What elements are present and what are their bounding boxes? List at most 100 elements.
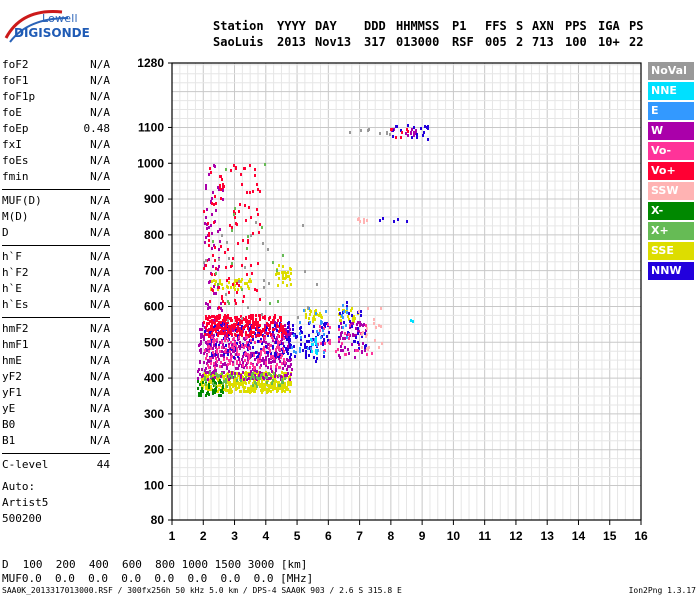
data-point-vo- — [243, 295, 245, 298]
y-tick-label: 1000 — [137, 156, 164, 170]
data-point-vo- — [225, 266, 227, 269]
data-point-ssw — [374, 339, 376, 342]
data-point-w — [245, 364, 247, 367]
data-point-x- — [215, 372, 217, 375]
data-point-sse — [261, 381, 263, 384]
data-point-x- — [225, 381, 227, 384]
data-point-vo- — [252, 335, 254, 338]
data-point-vo- — [213, 221, 215, 224]
data-point-x- — [209, 371, 211, 374]
data-point-vo- — [269, 324, 271, 327]
data-point-w — [204, 369, 206, 372]
data-point-e — [295, 351, 297, 354]
data-point-w — [265, 356, 267, 359]
data-point-nnw — [233, 356, 235, 359]
data-point-e — [300, 336, 302, 339]
data-point-x- — [205, 394, 207, 397]
y-tick-label: 700 — [144, 264, 164, 278]
param-label: hmF1 — [2, 338, 29, 351]
data-point-noval — [205, 259, 207, 262]
distance-row: D 100 200 400 600 800 1000 1500 3000 [km] — [2, 558, 313, 572]
data-point-w — [254, 369, 256, 372]
data-point-w — [219, 228, 221, 231]
data-point-nne — [315, 351, 317, 354]
data-point-w — [287, 365, 289, 368]
data-point-x- — [197, 387, 199, 390]
data-point-nnw — [211, 354, 213, 357]
data-point-w — [341, 331, 343, 334]
data-point-nnw — [274, 355, 276, 358]
data-point-nnw — [267, 334, 269, 337]
data-point-sse — [276, 387, 278, 390]
data-point-vo- — [280, 327, 282, 330]
data-point-vo- — [205, 357, 207, 360]
param-row: foEs N/A — [2, 154, 110, 170]
data-point-sse — [290, 381, 292, 384]
data-point-vo- — [250, 216, 252, 219]
data-point-e — [299, 321, 301, 324]
data-point-vo- — [281, 362, 283, 365]
data-point-w — [202, 324, 204, 327]
data-point-w — [206, 227, 208, 230]
data-point-vo- — [207, 318, 209, 321]
data-point-x- — [220, 394, 222, 397]
data-point-x- — [197, 380, 199, 383]
data-point-sse — [283, 271, 285, 274]
data-point-x- — [215, 386, 217, 389]
data-point-vo- — [241, 334, 243, 337]
data-point-sse — [289, 383, 291, 386]
data-point-w — [213, 285, 215, 288]
data-point-nnw — [400, 129, 402, 132]
data-point-vo- — [266, 322, 268, 325]
header-label-station: Station — [213, 19, 264, 33]
data-point-x- — [210, 375, 212, 378]
param-value: N/A — [90, 90, 110, 103]
param-row: foF1 N/A — [2, 74, 110, 90]
data-point-w — [342, 349, 344, 352]
x-tick-label: 15 — [603, 529, 617, 543]
data-point-vo- — [244, 167, 246, 170]
data-point-noval — [244, 266, 246, 269]
legend-item-noval: NoVal — [648, 62, 694, 80]
data-point-w — [357, 329, 359, 332]
data-point-w — [271, 370, 273, 373]
data-point-vo- — [244, 359, 246, 362]
data-point-x- — [204, 376, 206, 379]
data-point-nnw — [364, 346, 366, 349]
data-point-vo- — [256, 327, 258, 330]
data-point-w — [268, 361, 270, 364]
data-point-w — [220, 307, 222, 310]
data-point-vo- — [212, 351, 214, 354]
data-point-sse — [219, 384, 221, 387]
data-point-vo- — [237, 329, 239, 332]
data-point-w — [254, 374, 256, 377]
data-point-vo- — [233, 327, 235, 330]
data-point-sse — [240, 390, 242, 393]
data-point-vo- — [270, 321, 272, 324]
data-point-sse — [261, 378, 263, 381]
data-point-vo- — [349, 324, 351, 327]
data-point-w — [278, 357, 280, 360]
data-point-vo- — [253, 354, 255, 357]
header-value-station: SaoLuis — [213, 35, 264, 49]
data-point-w — [285, 329, 287, 332]
data-point-ssw — [357, 218, 359, 221]
data-point-vo- — [254, 341, 256, 344]
data-point-nnw — [351, 325, 353, 328]
param-row: yF1 N/A — [2, 386, 110, 402]
data-point-w — [265, 373, 267, 376]
data-point-noval — [268, 282, 270, 285]
data-point-vo- — [259, 314, 261, 317]
data-point-sse — [260, 385, 262, 388]
data-point-sse — [260, 389, 262, 392]
param-label: yE — [2, 402, 16, 415]
data-point-sse — [243, 390, 245, 393]
param-value: N/A — [90, 386, 110, 399]
data-point-w — [210, 345, 212, 348]
data-point-vo- — [252, 364, 254, 367]
data-point-w — [217, 186, 219, 189]
data-point-sse — [314, 318, 316, 321]
data-point-nnw — [424, 125, 426, 128]
data-point-vo- — [400, 136, 402, 139]
param-row: foE N/A — [2, 106, 110, 122]
